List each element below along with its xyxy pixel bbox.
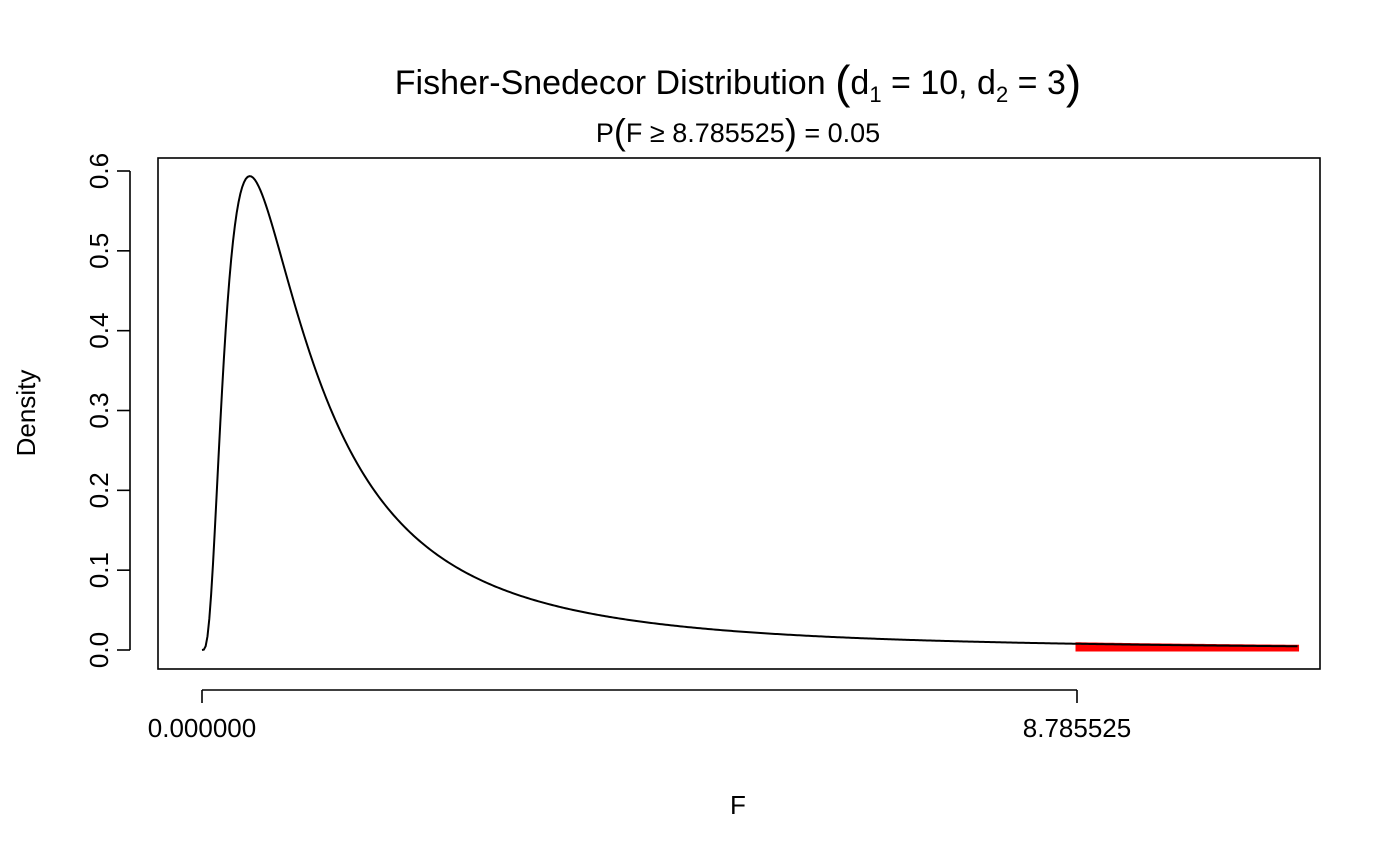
y-tick-label: 0.1 — [84, 552, 114, 588]
chart-subtitle: P(F ≥ 8.785525) = 0.05 — [596, 111, 880, 152]
chart-title: Fisher-Snedecor Distribution (d1 = 10, d… — [395, 56, 1081, 108]
y-tick-label: 0.6 — [84, 153, 114, 189]
density-curve — [201, 175, 1298, 651]
x-axis: 0.000000 8.785525 — [148, 689, 1131, 743]
x-tick-label: 8.785525 — [1023, 713, 1131, 743]
y-tick-label: 0.0 — [84, 632, 114, 668]
plot-frame — [157, 157, 1321, 670]
y-tick-label: 0.4 — [84, 313, 114, 349]
y-tick-label: 0.3 — [84, 392, 114, 428]
y-tick-label: 0.5 — [84, 233, 114, 269]
x-tick-label: 0.000000 — [148, 713, 256, 743]
y-tick-label: 0.2 — [84, 472, 114, 508]
y-axis-label: Density — [11, 370, 41, 457]
x-axis-label: F — [730, 790, 746, 820]
y-axis: 0.0 0.1 0.2 0.3 0.4 0.5 0.6 — [84, 153, 131, 668]
